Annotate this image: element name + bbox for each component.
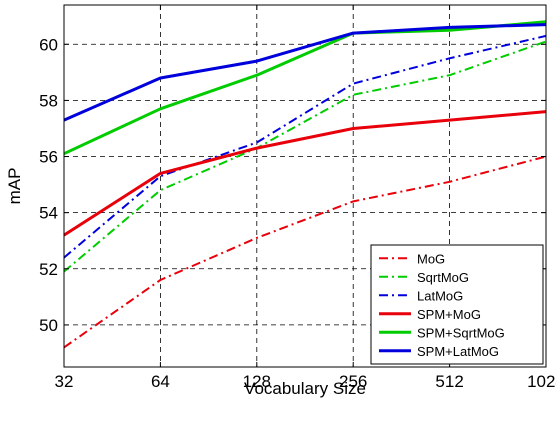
legend-label: SqrtMoG (417, 270, 469, 285)
y-tick-label: 60 (39, 35, 58, 54)
series-line-latmog (63, 34, 547, 259)
series-line-sqrtmog (63, 40, 547, 273)
series-line-spm-sqrtmog (63, 20, 547, 156)
y-tick-label: 50 (39, 316, 58, 335)
legend-label: LatMoG (417, 288, 463, 303)
plot-frame (63, 4, 547, 368)
x-tick-label: 1024 (527, 372, 556, 391)
legend-label: SPM+SqrtMoG (417, 325, 505, 340)
x-axis-title: Vocabulary Size (244, 379, 366, 398)
axis-ticks: 32 64 128 256 512 1024 50 52 54 56 58 60 (39, 5, 556, 391)
legend-box (370, 244, 544, 365)
series-lines (63, 20, 547, 349)
y-tick-label: 58 (39, 91, 58, 110)
series-line-mog (63, 155, 547, 349)
x-tick-label: 128 (243, 372, 271, 391)
legend-label: SPM+LatMoG (417, 344, 499, 359)
y-tick-label: 52 (39, 260, 58, 279)
series-line-spm-mog (63, 110, 547, 237)
legend: MoG SqrtMoG LatMoG SPM+MoG SPM+SqrtMoG SPM+La… (370, 244, 544, 365)
y-axis-title: mAP (5, 168, 24, 205)
series-line-spm-latmog (63, 23, 547, 122)
x-tick-label: 64 (151, 372, 170, 391)
x-tick-label: 512 (435, 372, 463, 391)
y-tick-label: 54 (39, 204, 58, 223)
legend-label: SPM+MoG (417, 307, 481, 322)
x-tick-label: 256 (339, 372, 367, 391)
y-tick-label: 56 (39, 148, 58, 167)
legend-label: MoG (417, 251, 445, 266)
x-tick-label: 32 (55, 372, 74, 391)
